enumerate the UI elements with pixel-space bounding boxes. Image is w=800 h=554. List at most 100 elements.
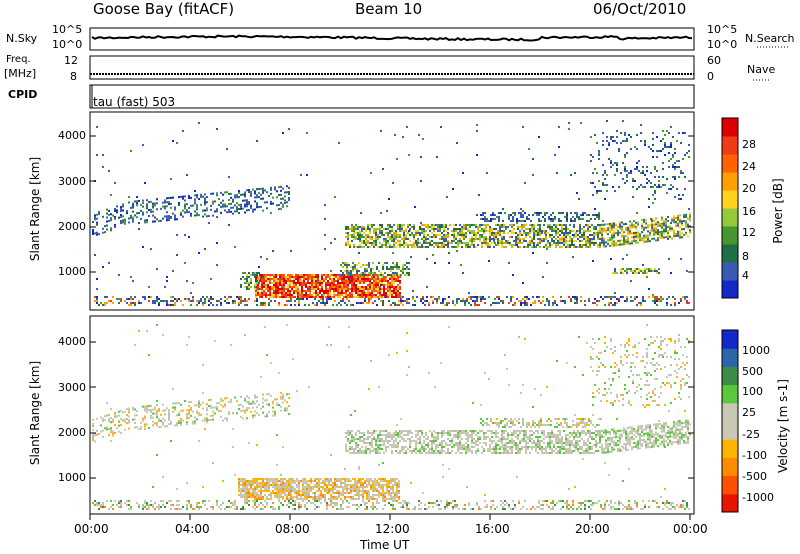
power-echo [538, 136, 540, 138]
velocity-echo [248, 500, 250, 502]
velocity-echo [150, 500, 152, 502]
power-echo [517, 226, 519, 228]
power-echo [485, 236, 487, 238]
power-echo [116, 205, 118, 208]
power-echo [244, 191, 246, 194]
power-echo [437, 234, 439, 236]
velocity-echo [626, 506, 628, 508]
velocity-echo [280, 502, 282, 504]
velocity-echo [298, 482, 300, 484]
power-echo [218, 198, 220, 201]
power-echo [341, 276, 343, 278]
power-echo [136, 202, 138, 205]
power-echo [238, 196, 240, 199]
power-echo [178, 298, 180, 300]
power-echo [503, 226, 505, 228]
power-echo [483, 238, 485, 240]
power-echo [267, 288, 269, 290]
velocity-echo [684, 508, 686, 510]
power-echo [467, 244, 469, 246]
velocity-echo [122, 419, 124, 422]
power-echo [204, 203, 206, 206]
power-echo [624, 182, 626, 184]
power-echo [602, 164, 604, 166]
velocity-echo [280, 494, 282, 496]
velocity-echo [642, 500, 644, 502]
power-echo [579, 230, 581, 232]
power-echo [662, 138, 664, 140]
power-echo [559, 246, 561, 248]
power-echo [269, 280, 271, 282]
power-echo [633, 226, 635, 229]
velocity-echo [476, 502, 478, 504]
power-echo [485, 240, 487, 242]
power-echo [422, 302, 424, 304]
power-echo [402, 296, 404, 298]
power-echo [313, 278, 315, 280]
power-echo [305, 276, 307, 278]
power-echo [271, 288, 273, 290]
velocity-echo [568, 504, 570, 506]
power-echo [511, 246, 513, 248]
power-echo [352, 274, 354, 276]
velocity-echo [220, 403, 222, 406]
power-echo [501, 236, 503, 238]
power-echo [309, 294, 311, 296]
power-echo [517, 234, 519, 236]
velocity-echo [560, 508, 562, 510]
velocity-echo [196, 418, 198, 421]
velocity-echo [92, 419, 94, 421]
velocity-echo [240, 480, 242, 482]
velocity-echo [298, 494, 300, 496]
velocity-echo [250, 488, 252, 490]
power-echo [397, 240, 399, 242]
power-echo [574, 298, 576, 300]
power-echo [534, 300, 536, 302]
power-echo [655, 221, 657, 224]
velocity-echo [148, 508, 150, 510]
power-echo [497, 232, 499, 234]
velocity-echo [216, 502, 218, 504]
power-echo [539, 232, 541, 234]
power-echo [387, 280, 389, 282]
velocity-echo [418, 500, 420, 502]
power-echo [566, 216, 568, 218]
power-echo [257, 284, 259, 286]
power-echo [351, 224, 353, 226]
power-echo [633, 240, 635, 243]
power-echo [367, 288, 369, 290]
velocity-echo [266, 486, 268, 488]
power-echo [327, 274, 329, 276]
power-echo [496, 302, 498, 304]
power-echo [651, 227, 653, 230]
power-echo [451, 240, 453, 242]
power-echo [220, 205, 222, 208]
power-echo [244, 300, 246, 302]
power-echo [132, 202, 134, 205]
power-echo [128, 221, 130, 224]
power-echo [283, 282, 285, 284]
power-echo [571, 244, 573, 246]
power-echo [353, 290, 355, 292]
power-echo [323, 278, 325, 280]
power-echo [277, 286, 279, 288]
power-echo [152, 214, 154, 217]
power-echo [371, 278, 373, 280]
power-echo [483, 224, 485, 226]
power-echo [289, 292, 291, 294]
velocity-echo [468, 502, 470, 504]
velocity-echo [282, 484, 284, 486]
velocity-echo [318, 496, 320, 498]
velocity-echo [248, 492, 250, 494]
power-echo [230, 210, 232, 213]
power-echo [614, 304, 616, 306]
power-echo [170, 216, 172, 218]
power-echo [154, 220, 156, 223]
power-echo [576, 300, 578, 302]
power-echo [665, 222, 667, 225]
power-echo [268, 304, 270, 306]
power-echo [555, 226, 557, 228]
velocity-echo [110, 417, 112, 420]
power-echo [447, 244, 449, 246]
power-echo [645, 220, 647, 223]
